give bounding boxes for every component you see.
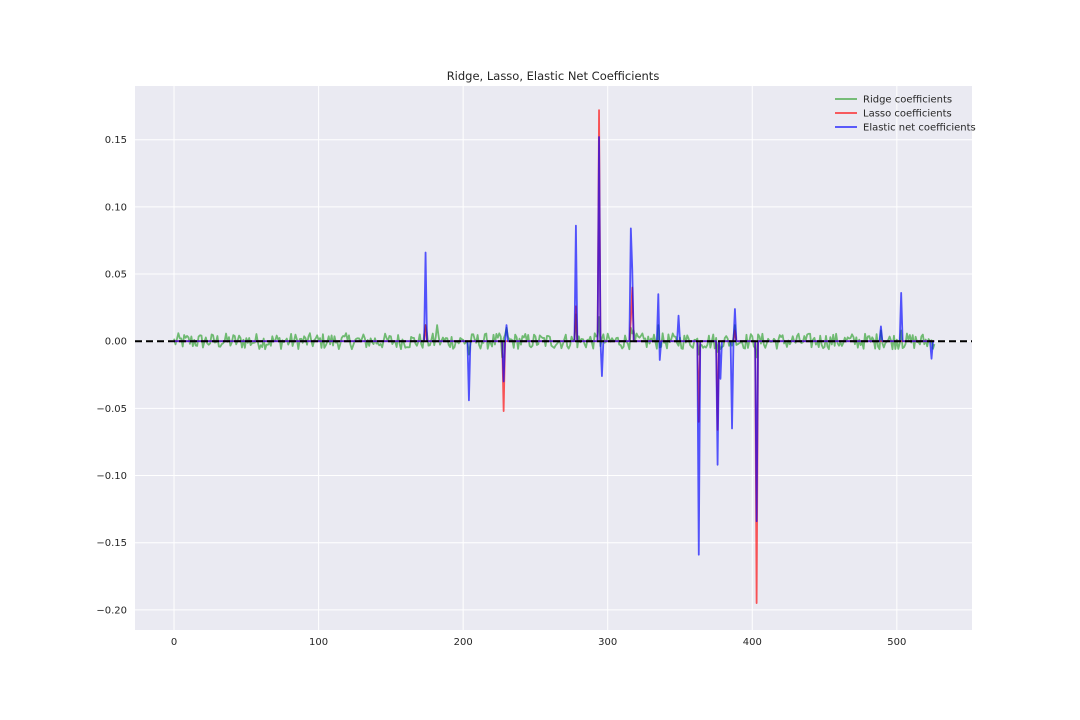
legend-label: Lasso coefficients: [863, 109, 952, 120]
y-tick-label: −0.10: [96, 471, 127, 482]
legend-label: Elastic net coefficients: [863, 123, 976, 134]
chart-title: Ridge, Lasso, Elastic Net Coefficients: [447, 69, 660, 83]
x-tick-labels: 0 100 200 300 400 500: [171, 637, 907, 648]
y-tick-labels: −0.20 −0.15 −0.10 −0.05 0.00 0.05 0.10 0.15: [96, 135, 127, 616]
x-tick-label: 400: [743, 637, 762, 648]
x-tick-label: 100: [309, 637, 328, 648]
x-tick-label: 0: [171, 637, 177, 648]
y-tick-label: −0.15: [96, 538, 127, 549]
y-tick-label: 0.00: [105, 337, 127, 348]
y-tick-label: 0.15: [105, 135, 127, 146]
x-tick-label: 200: [454, 637, 473, 648]
y-tick-label: 0.10: [105, 202, 127, 213]
y-tick-label: −0.05: [96, 404, 127, 415]
legend-label: Ridge coefficients: [863, 95, 952, 106]
legend: Ridge coefficients Lasso coefficients Elas…: [835, 95, 976, 134]
x-tick-label: 500: [887, 637, 906, 648]
plot-background: [135, 86, 972, 630]
y-tick-label: −0.20: [96, 605, 127, 616]
y-tick-label: 0.05: [105, 270, 127, 281]
series-line-0: [173, 313, 936, 359]
x-tick-label: 300: [598, 637, 617, 648]
